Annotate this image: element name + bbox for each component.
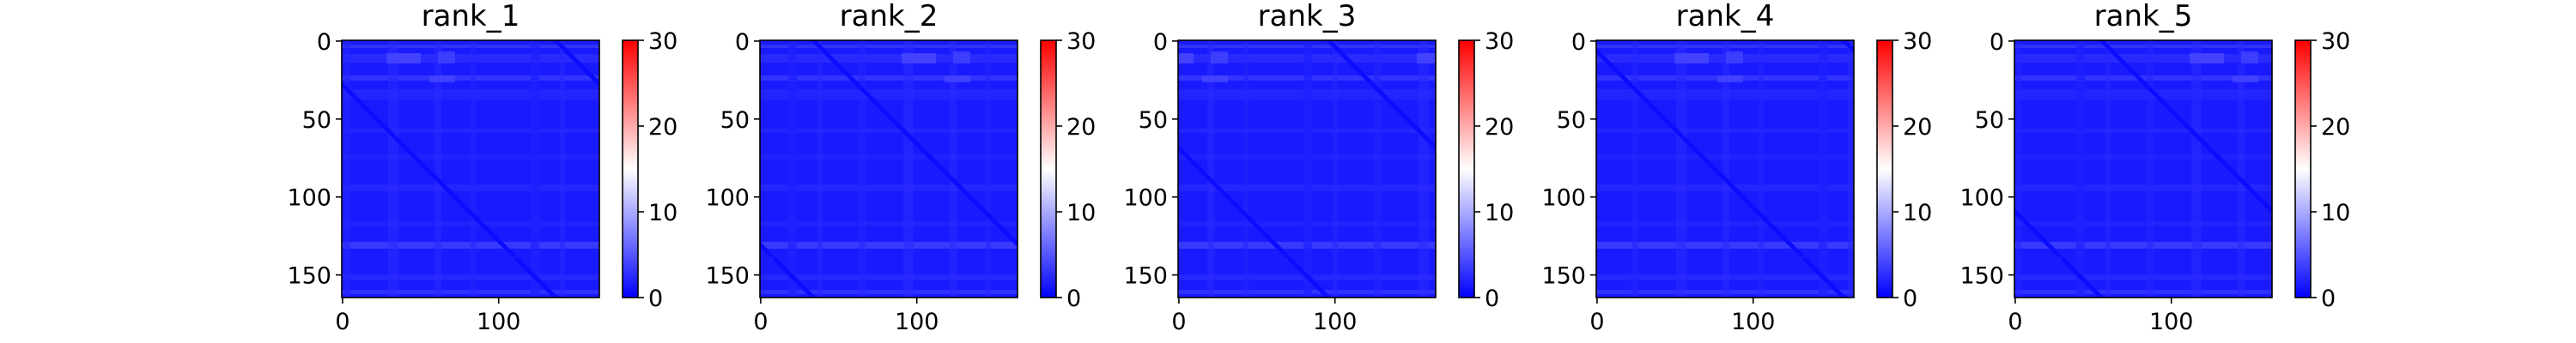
axes-frame: [2014, 39, 2273, 298]
y-tick-label: 50: [302, 107, 331, 134]
x-tick-label: 100: [1731, 309, 1776, 335]
colorbar-frame: [2294, 39, 2312, 298]
x-tick-label: 0: [1589, 309, 1604, 335]
colorbar-frame: [1458, 39, 1475, 298]
heatmap-image: [342, 40, 599, 298]
panel-title: rank_2: [840, 0, 939, 33]
colorbar-tick-label: 20: [1066, 114, 1096, 141]
panel-title: rank_3: [1258, 0, 1357, 33]
x-tick-label: 0: [335, 309, 349, 335]
x-tick-label: 100: [477, 309, 521, 335]
panel-title: rank_1: [422, 0, 520, 33]
y-tick-label: 100: [705, 185, 750, 212]
colorbar-tick-label: 10: [2321, 200, 2350, 226]
y-tick-label: 150: [1541, 263, 1586, 290]
y-tick-label: 0: [1990, 29, 2004, 56]
colorbar-tick-label: 0: [1903, 286, 1917, 312]
y-tick-label: 150: [1123, 263, 1168, 290]
colorbar-tick-label: 30: [1903, 28, 1932, 55]
colorbar-tick-label: 0: [2321, 286, 2336, 312]
x-tick-label: 0: [2008, 309, 2022, 335]
colorbar: 0 10 20 30: [1458, 28, 1514, 312]
colorbar-gradient: [623, 40, 638, 298]
colorbar-tick-label: 10: [1066, 200, 1096, 226]
colorbar-tick-label: 30: [648, 28, 677, 55]
colorbar-tick-label: 30: [2321, 28, 2350, 55]
axes-frame: [1177, 39, 1437, 298]
colorbar-tick-label: 0: [648, 286, 663, 312]
y-tick-label: 150: [705, 263, 750, 290]
colorbar: 0 10 20 30: [2294, 28, 2350, 312]
x-tick-label: 100: [895, 309, 939, 335]
colorbar-tick-label: 10: [1485, 200, 1514, 226]
x-tick-label: 0: [1171, 309, 1186, 335]
colorbar-gradient: [1459, 40, 1474, 298]
heatmap-image: [760, 40, 1018, 298]
colorbar-gradient: [1041, 40, 1056, 298]
y-tick-label: 50: [1139, 107, 1168, 134]
heatmap-image: [1178, 40, 1436, 298]
heatmap-image: [2014, 40, 2272, 298]
colorbar-frame: [622, 39, 639, 298]
heatmap-image: [1596, 40, 1854, 298]
y-tick-label: 50: [1975, 107, 2004, 134]
y-tick-label: 150: [1959, 263, 2004, 290]
y-tick-label: 100: [1541, 185, 1586, 212]
colorbar-tick-label: 20: [648, 114, 677, 141]
colorbar: 0 10 20 30: [1876, 28, 1932, 312]
colorbar-tick-label: 10: [1903, 200, 1932, 226]
colorbar-frame: [1876, 39, 1893, 298]
axes-frame: [759, 39, 1018, 298]
axes-frame: [1595, 39, 1855, 298]
colorbar-tick-label: 30: [1485, 28, 1514, 55]
x-tick-label: 100: [2149, 309, 2194, 335]
panel-title: rank_4: [1676, 0, 1775, 33]
axes-frame: [341, 39, 600, 298]
colorbar-tick-label: 20: [1903, 114, 1932, 141]
colorbar-tick-label: 20: [1485, 114, 1514, 141]
colorbar: 0 10 20 30: [622, 28, 677, 312]
y-tick-label: 50: [720, 107, 750, 134]
y-tick-label: 0: [317, 29, 331, 56]
colorbar-tick-label: 0: [1485, 286, 1499, 312]
y-tick-label: 100: [1959, 185, 2004, 212]
x-tick-label: 0: [753, 309, 768, 335]
colorbar: 0 10 20 30: [1040, 28, 1096, 312]
y-tick-label: 0: [735, 29, 750, 56]
colorbar-tick-label: 10: [648, 200, 677, 226]
y-tick-label: 100: [1123, 185, 1168, 212]
y-tick-label: 0: [1571, 29, 1586, 56]
colorbar-tick-label: 0: [1066, 286, 1081, 312]
y-tick-label: 150: [287, 263, 331, 290]
colorbar-gradient: [1877, 40, 1893, 298]
colorbar-tick-label: 20: [2321, 114, 2350, 141]
panel-title: rank_5: [2094, 0, 2193, 33]
y-tick-label: 50: [1557, 107, 1586, 134]
x-tick-label: 100: [1313, 309, 1358, 335]
colorbar-frame: [1040, 39, 1057, 298]
colorbar-tick-label: 30: [1066, 28, 1096, 55]
y-tick-label: 100: [287, 185, 331, 212]
y-tick-label: 0: [1153, 29, 1168, 56]
colorbar-gradient: [2295, 40, 2311, 298]
